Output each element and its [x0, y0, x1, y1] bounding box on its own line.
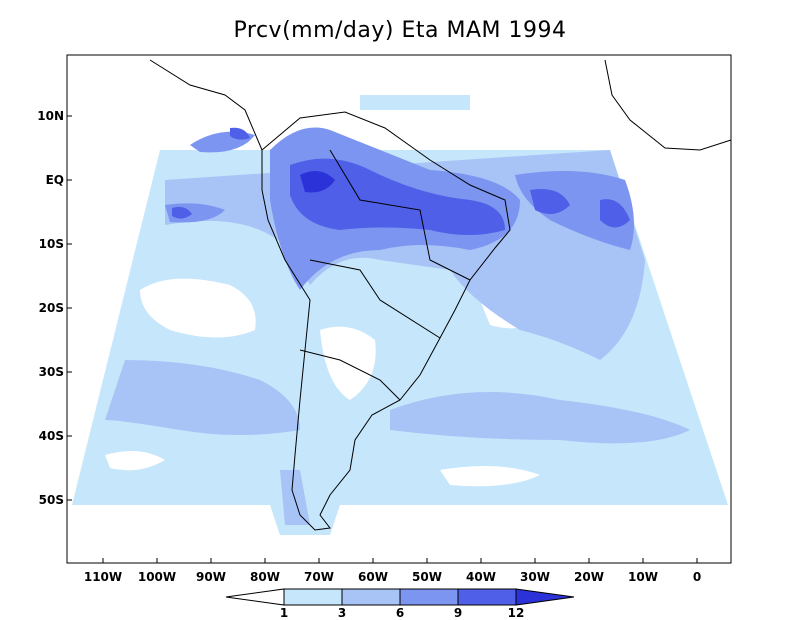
x-ticks — [102, 558, 698, 563]
lon-label-0: 0 — [692, 570, 702, 584]
lon-label-30w: 30W — [520, 570, 550, 584]
colorbar-label-1: 1 — [279, 606, 289, 620]
precip-band-strong-atl2 — [600, 199, 630, 228]
precip-band-strong — [290, 158, 505, 235]
lon-label-110w: 110W — [83, 570, 123, 584]
country-border-2 — [309, 259, 441, 339]
colorbar-label-3: 3 — [337, 606, 347, 620]
country-border-3 — [299, 349, 401, 401]
colorbar-label-12: 12 — [507, 606, 525, 620]
colorbar-label-9: 9 — [453, 606, 463, 620]
precip-band-light-patagonia — [280, 470, 310, 525]
lat-label-eq: EQ — [45, 173, 64, 187]
precip-domain-top-band — [360, 95, 470, 110]
colorbar-label-6: 6 — [395, 606, 405, 620]
colorbar-segment-2 — [341, 588, 401, 606]
lon-label-20w: 20W — [574, 570, 604, 584]
lat-label-30s: 30S — [38, 365, 64, 379]
map-title: Prcv(mm/day) Eta MAM 1994 — [233, 18, 567, 43]
colorbar-segment-1 — [283, 588, 343, 606]
precip-field — [72, 95, 728, 535]
lon-label-70w: 70W — [304, 570, 334, 584]
lon-label-50w: 50W — [412, 570, 442, 584]
lon-label-10w: 10W — [628, 570, 658, 584]
colorbar-max-triangle — [515, 588, 575, 606]
south-america-coast — [261, 111, 511, 531]
lat-label-40s: 40S — [38, 429, 64, 443]
lat-label-10n: 10N — [37, 109, 64, 123]
precip-band-light-sa — [390, 392, 690, 444]
country-border-1 — [329, 149, 471, 281]
colorbar — [225, 588, 575, 606]
colorbar-segment-3 — [399, 588, 459, 606]
africa-coast — [604, 59, 732, 151]
precip-band-strong-pac — [172, 206, 192, 219]
precip-band-strong-cam — [230, 127, 250, 140]
lon-label-100w: 100W — [137, 570, 177, 584]
dry-patch-south-atlantic — [440, 466, 540, 487]
colorbar-segment-4 — [457, 588, 517, 606]
central-america-coast — [149, 59, 263, 151]
lon-label-60w: 60W — [358, 570, 388, 584]
lon-label-80w: 80W — [250, 570, 280, 584]
precip-band-light-south — [105, 360, 300, 435]
colorbar-min-triangle — [225, 588, 285, 606]
dry-patch-south-pacific — [105, 451, 165, 471]
lat-label-20s: 20S — [38, 301, 64, 315]
coastlines — [149, 59, 732, 531]
dry-patch-chaco — [320, 326, 376, 400]
lon-label-40w: 40W — [466, 570, 496, 584]
lat-label-50s: 50S — [38, 493, 64, 507]
precip-band-max — [300, 171, 335, 193]
y-ticks — [67, 115, 72, 501]
plot-frame — [66, 54, 732, 564]
lon-label-90w: 90W — [196, 570, 226, 584]
lat-label-10s: 10S — [38, 237, 64, 251]
dry-patch-pacific — [140, 278, 256, 338]
precip-band-strong-atl — [530, 189, 570, 214]
